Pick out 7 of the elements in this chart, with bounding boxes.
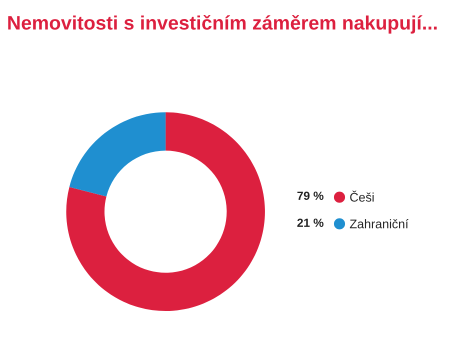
donut-slice: [66, 112, 265, 312]
legend-label: Češi: [350, 190, 374, 202]
data-label: 79 %: [297, 192, 324, 200]
data-label: 21 %: [297, 218, 324, 227]
chart-title: Nemovitosti s investičním záměrem nakupují...: [8, 15, 437, 34]
donut-slice: [69, 112, 166, 196]
legend-label: Zahraniční: [350, 219, 409, 228]
